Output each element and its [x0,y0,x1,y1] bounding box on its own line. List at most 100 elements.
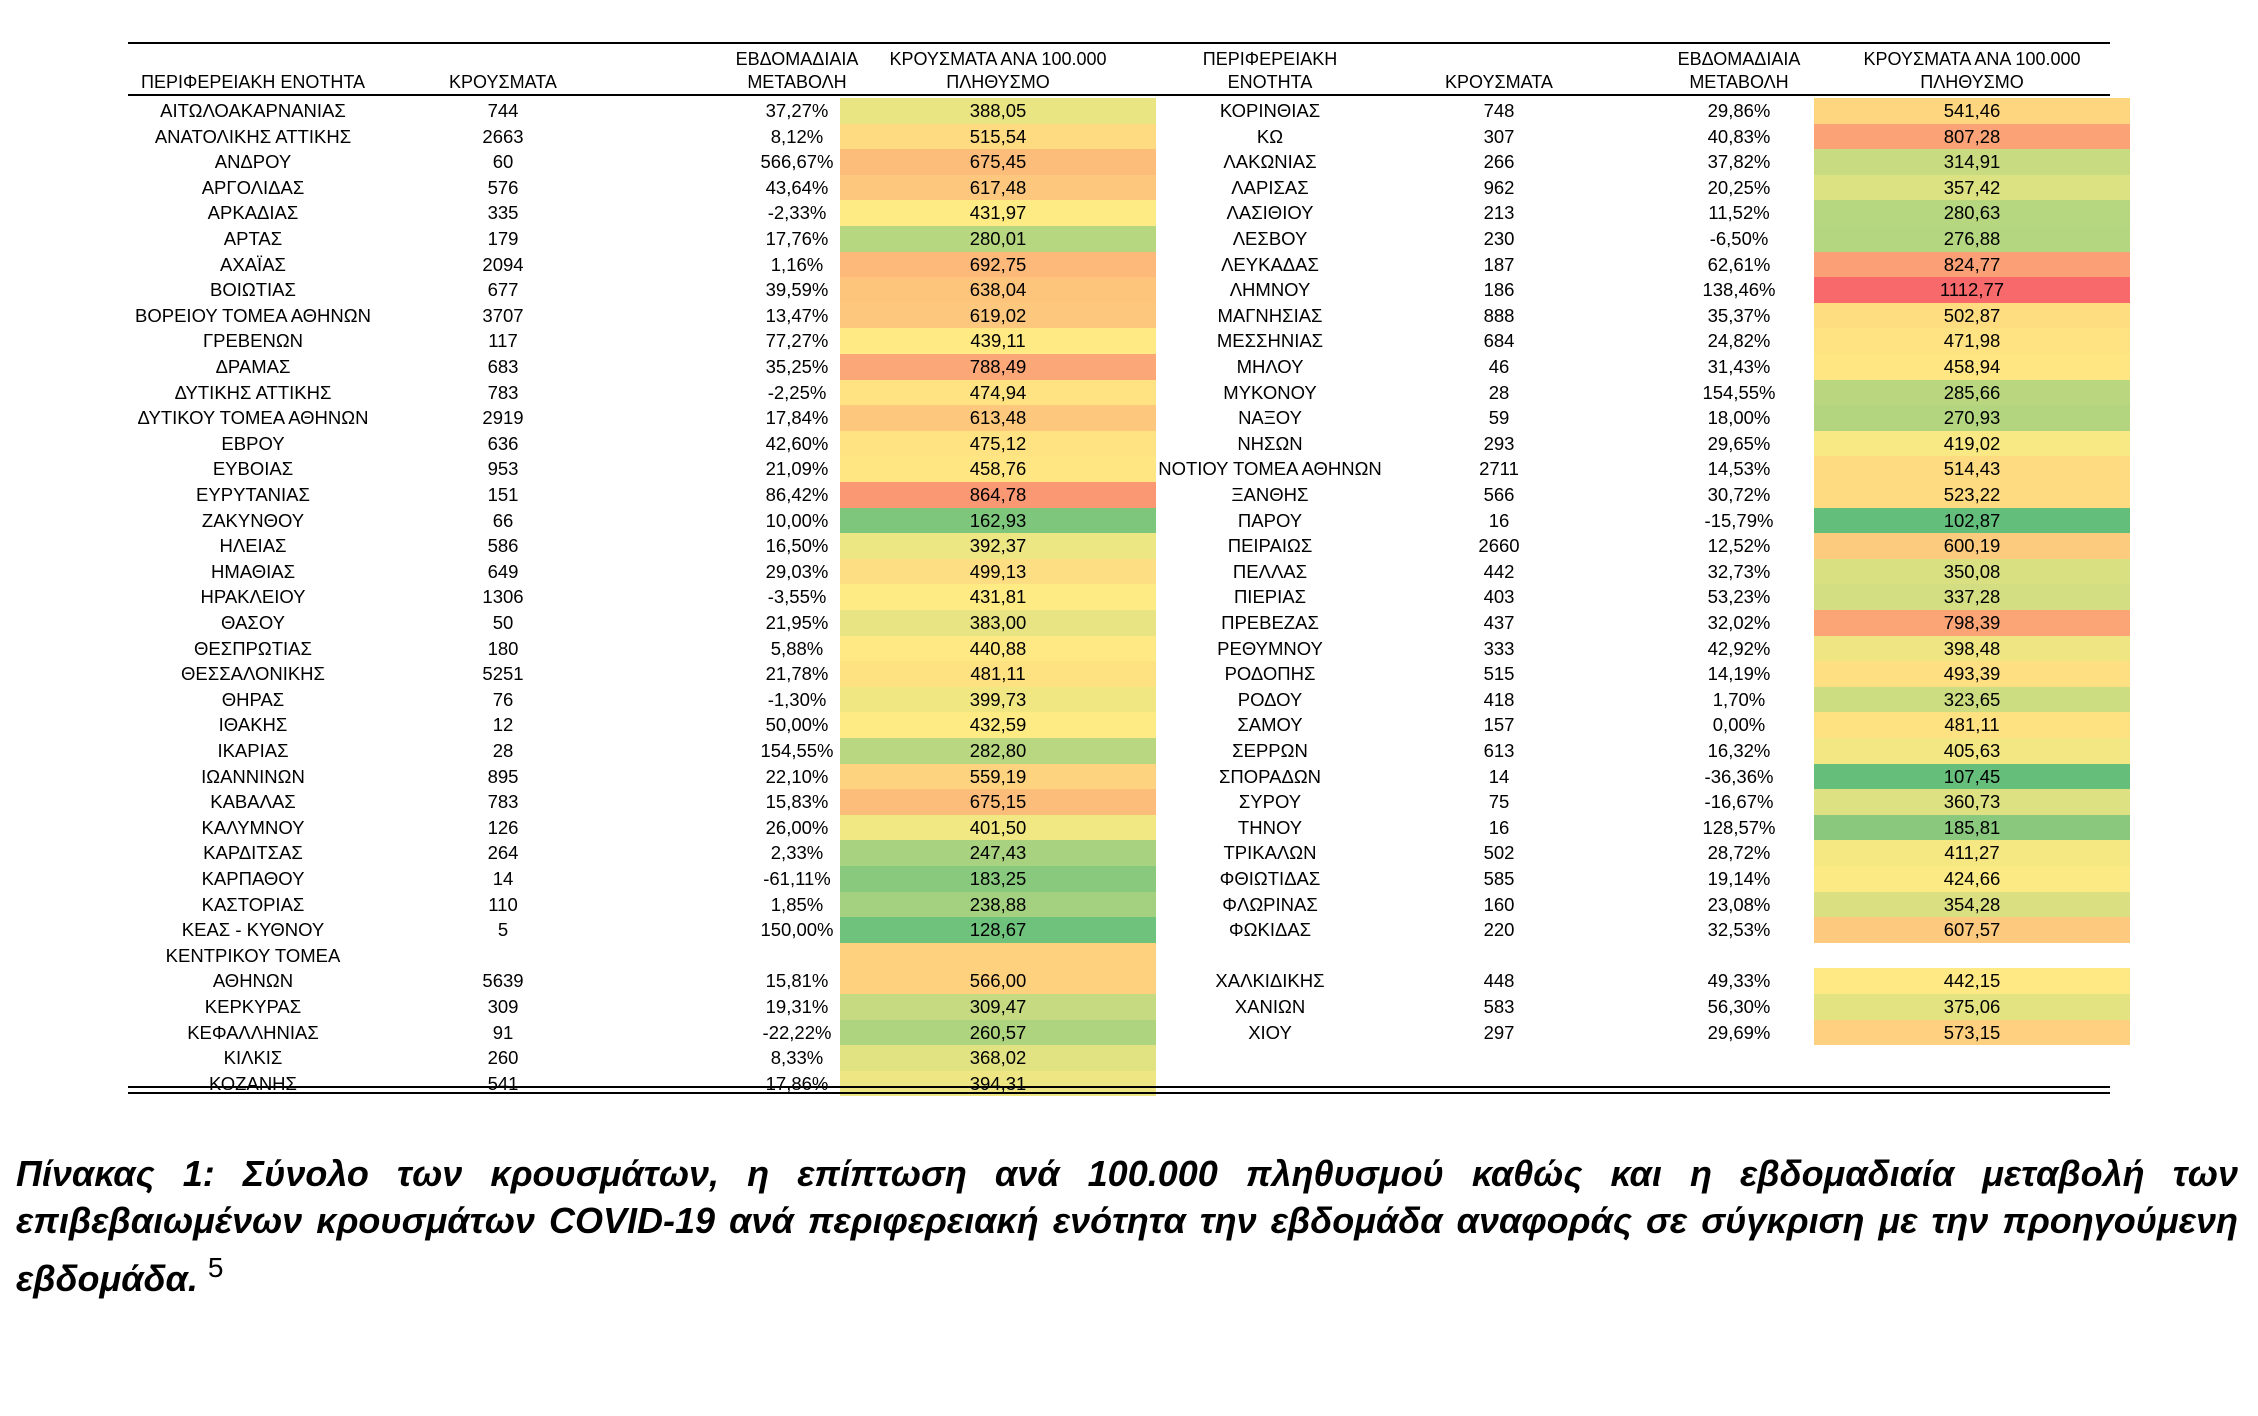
left-change-cell: 21,78% [765,663,829,685]
header-cases-right: ΚΡΟΥΣΜΑΤΑ [1384,46,1614,94]
left-cases-cell: 677 [487,279,519,301]
right-region-cell: ΛΕΣΒΟΥ [1232,228,1308,249]
left-change-cell: 16,50% [765,535,829,557]
left-change-cell: -1,30% [767,688,827,710]
right-change-cell: 42,92% [1707,637,1771,659]
left-rate-cell: 481,11 [840,661,1156,687]
left-change-cell: 39,59% [765,279,829,301]
left-region-cell: ΑΙΤΩΛΟΑΚΑΡΝΑΝΙΑΣ [160,100,346,121]
right-region-cell: ΜΥΚΟΝΟΥ [1223,381,1317,403]
right-change-cell: 11,52% [1708,202,1770,224]
left-rate-cell: 440,88 [840,635,1156,662]
right-rate-cell: 375,06 [1814,994,2130,1020]
right-cases-cell: 28 [1488,381,1510,403]
left-region-cell: ΙΩΑΝΝΙΝΩΝ [201,765,305,787]
left-cases-cell: 264 [487,842,519,864]
left-cases-cell: 2663 [482,125,524,147]
right-rate-cell: 502,87 [1814,302,2130,329]
left-rate-cell: 128,67 [840,917,1156,943]
left-cases-cell: 636 [487,432,519,454]
left-rate-cell: 162,93 [840,507,1156,534]
right-rate-cell: 1112,77 [1814,277,2130,303]
left-change-cell: 22,10% [765,765,829,787]
right-region-cell: ΛΕΥΚΑΔΑΣ [1221,253,1319,275]
left-cases-cell: 586 [487,535,519,557]
right-rate-cell: 807,28 [1814,123,2130,150]
left-cases-cell: 335 [487,202,519,224]
right-change-cell: 35,37% [1707,304,1771,326]
right-region-cell: ΡΟΔΟΠΗΣ [1224,663,1316,685]
left-cases-cell: 91 [492,1021,514,1043]
table-bottom-rule [128,1086,2110,1088]
right-change-cell: 49,33% [1707,970,1771,992]
left-region-cell: ΗΜΑΘΙΑΣ [210,560,296,582]
right-cases-cell: 613 [1483,740,1515,761]
left-region-cell: ΔΥΤΙΚΗΣ ΑΤΤΙΚΗΣ [174,381,332,403]
right-cases-cell: 2660 [1478,535,1520,557]
left-cases-cell: 66 [492,509,514,531]
right-cases-cell: 437 [1483,612,1515,633]
header-rate-right-line1: ΚΡΟΥΣΜΑΤΑ ΑΝΑ 100.000 [1863,49,2081,69]
right-region-cell: ΧΑΝΙΩΝ [1234,996,1306,1017]
left-rate-cell: 675,15 [840,789,1156,815]
right-change-cell: 19,14% [1707,868,1771,889]
right-region-cell: ΝΑΞΟΥ [1238,407,1302,429]
left-rate-cell: 183,25 [840,866,1156,892]
right-region-cell: ΝΗΣΩΝ [1237,432,1303,454]
left-cases-cell: 2094 [482,253,524,275]
right-cases-cell: 333 [1483,637,1515,659]
right-rate-cell: 600,19 [1814,533,2130,559]
left-rate-cell: 260,57 [840,1019,1156,1046]
right-cases-cell: 684 [1483,330,1515,352]
left-cases-cell: 60 [492,151,514,173]
right-cases-cell: 213 [1483,202,1515,224]
header-region-right-line2: ΕΝΟΤΗΤΑ [1227,72,1313,92]
left-change-cell: 35,25% [765,356,829,377]
right-region-cell: ΦΛΩΡΙΝΑΣ [1222,893,1318,915]
left-cases-cell: 5639 [482,970,524,992]
left-change-cell: 17,84% [765,407,829,429]
right-rate-cell: 276,88 [1814,226,2130,252]
right-cases-cell: 566 [1483,484,1515,505]
header-region-left: ΠΕΡΙΦΕΡΕΙΑΚΗ ΕΝΟΤΗΤΑ [128,46,378,94]
right-change-cell: -36,36% [1704,765,1774,787]
left-cases-cell: 110 [488,893,518,915]
left-change-cell: 10,00% [765,509,829,531]
left-change-cell: 86,42% [765,484,829,505]
left-rate-cell: 392,37 [840,533,1156,559]
left-change-cell: 1,16% [770,253,824,275]
left-region-cell: ΚΑΣΤΟΡΙΑΣ [201,893,305,915]
right-region-cell: ΛΑΡΙΣΑΣ [1231,176,1309,198]
left-region-cell: ΒΟΙΩΤΙΑΣ [210,279,296,301]
left-change-cell: 566,67% [760,151,834,173]
header-rule [128,94,2110,96]
left-rate-cell: 388,05 [840,98,1156,124]
left-cases-cell: 576 [487,176,519,198]
right-cases-cell [1384,943,1614,969]
left-region-cell: ΑΡΤΑΣ [223,228,283,249]
right-rate-cell: 107,45 [1814,763,2130,790]
right-change-cell: 128,57% [1702,816,1776,838]
left-region-cell: ΑΝΑΤΟΛΙΚΗΣ ΑΤΤΙΚΗΣ [154,125,352,147]
right-rate-cell: 323,65 [1814,686,2130,713]
left-cases-cell: 3707 [482,304,524,326]
right-cases-cell: 585 [1483,868,1515,889]
right-rate-cell: 314,91 [1814,149,2130,175]
header-weekly-left: ΕΒΔΟΜΑΔΙΑΙΑ ΜΕΤΑΒΟΛΗ [628,46,966,94]
right-cases-cell: 515 [1483,663,1515,685]
left-region-cell: ΘΗΡΑΣ [221,688,285,710]
header-weekly-right-line2: ΜΕΤΑΒΟΛΗ [1689,72,1789,92]
right-region-cell: ΜΕΣΣΗΝΙΑΣ [1216,330,1324,352]
left-rate-cell: 613,48 [840,405,1156,431]
right-rate-cell: 824,77 [1814,251,2130,278]
left-rate-cell: 619,02 [840,302,1156,329]
left-region-cell: ΚΕΑΣ - ΚΥΘΝΟΥ [181,919,325,941]
right-rate-cell: 458,94 [1814,354,2130,380]
left-region-cell: ΘΑΣΟΥ [221,612,285,633]
right-region-cell: ΤΡΙΚΑΛΩΝ [1223,842,1317,864]
right-change-cell: 20,25% [1707,176,1771,198]
right-cases-cell: 307 [1483,125,1515,147]
right-region-cell: ΜΑΓΝΗΣΙΑΣ [1217,304,1323,326]
right-change-cell: 32,53% [1707,919,1771,941]
left-change-cell: 19,31% [765,996,829,1017]
